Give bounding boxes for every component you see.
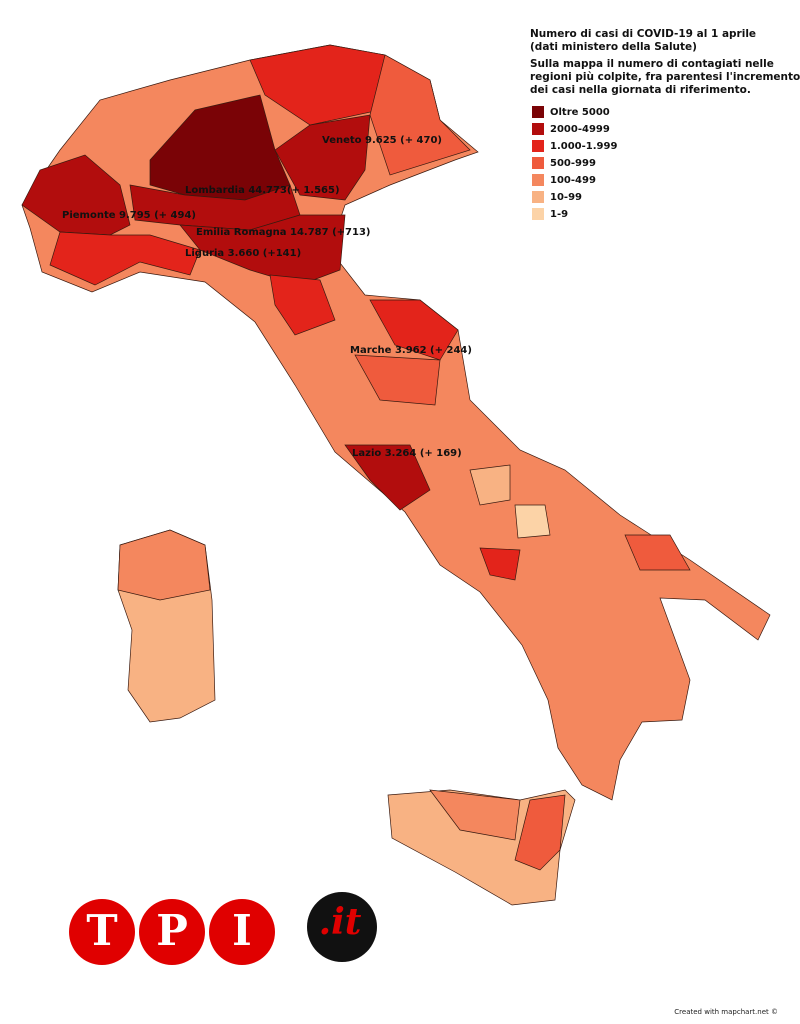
logo-letter: I	[232, 906, 252, 955]
region-abruzzo-small	[469, 464, 511, 506]
legend-label: 2000-4999	[550, 124, 610, 135]
legend-label: 1-9	[550, 209, 568, 220]
logo-circle-dark	[307, 892, 377, 962]
logo-circle	[209, 899, 275, 965]
logo: T P I .it	[69, 892, 377, 965]
subtitle-line: dei casi nella giornata di riferimento.	[530, 84, 751, 96]
sardinia-north	[117, 529, 211, 601]
legend-label: 10-99	[550, 192, 582, 203]
region-liguria	[49, 231, 201, 286]
legend-swatch	[532, 191, 544, 203]
region-label: Lazio 3.264 (+ 169)	[352, 448, 462, 459]
legend: Oltre 5000 2000-4999 1.000-1.999 500-999 100…	[532, 106, 617, 220]
legend-swatch	[532, 140, 544, 152]
legend-swatch	[532, 157, 544, 169]
region-emilia	[179, 214, 346, 286]
region-umbria	[354, 354, 441, 406]
logo-letter: P	[156, 906, 188, 955]
region-lazio	[344, 444, 431, 511]
legend-label: Oltre 5000	[550, 107, 610, 118]
region-label: Marche 3.962 (+ 244)	[350, 345, 472, 356]
legend-label: 100-499	[550, 175, 596, 186]
region-bat	[624, 534, 691, 571]
region-marche	[369, 299, 459, 361]
title-line: (dati ministero della Salute)	[530, 41, 697, 53]
subtitle-line: regioni più colpite, fra parentesi l'inc…	[530, 71, 800, 83]
logo-letter: T	[86, 906, 117, 955]
region-label: Liguria 3.660 (+141)	[185, 248, 301, 259]
legend-swatch	[532, 106, 544, 118]
logo-suffix: .it	[319, 901, 362, 943]
region-friuli	[369, 54, 471, 176]
region-label: Veneto 9.625 (+ 470)	[322, 135, 442, 146]
legend-swatch	[532, 208, 544, 220]
sicily-center	[429, 789, 521, 841]
logo-circle	[139, 899, 205, 965]
region-molise	[514, 504, 551, 539]
region-label: Piemonte 9.795 (+ 494)	[62, 210, 196, 221]
legend-swatch	[532, 123, 544, 135]
title-line: Numero di casi di COVID-19 al 1 aprile	[530, 28, 756, 40]
region-label: Lombardia 44.773(+ 1.565)	[185, 185, 340, 196]
region-toscana-north	[269, 274, 336, 336]
legend-swatch	[532, 174, 544, 186]
legend-label: 500-999	[550, 158, 596, 169]
subtitle-line: Sulla mappa il numero di contagiati nell…	[530, 58, 774, 70]
region-label: Emilia Romagna 14.787 (+713)	[196, 227, 370, 238]
header: Numero di casi di COVID-19 al 1 aprile (…	[530, 28, 800, 96]
logo-circle	[69, 899, 135, 965]
sicily-east	[514, 794, 566, 871]
footer-credit: Created with mapchart.net ©	[674, 1008, 778, 1016]
legend-label: 1.000-1.999	[550, 141, 617, 152]
region-napoli	[479, 547, 521, 581]
